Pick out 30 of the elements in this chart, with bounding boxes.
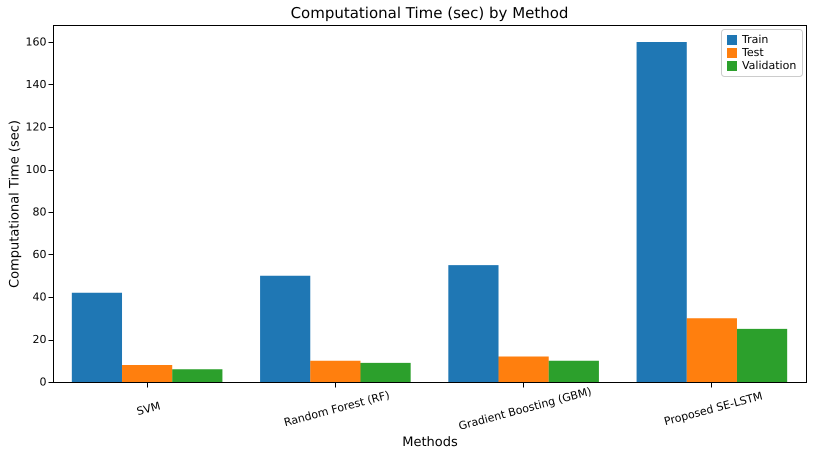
x-tick-label: Gradient Boosting (GBM) [457, 384, 593, 433]
y-tick-label: 60 [32, 248, 46, 261]
bar [636, 42, 687, 382]
bar [736, 328, 788, 382]
legend-label: Validation [742, 59, 796, 72]
x-tick-label: Random Forest (RF) [282, 388, 392, 430]
bar [310, 360, 360, 382]
y-tick-label: 160 [26, 36, 46, 48]
bar [122, 365, 172, 382]
y-tick-label: 80 [32, 206, 46, 218]
y-axis-title: Computational Time (sec) [8, 120, 23, 288]
x-tick-label: SVM [135, 399, 162, 418]
bar [260, 276, 310, 382]
legend-label: Train [741, 33, 768, 46]
chart-title: Computational Time (sec) by Method [290, 4, 568, 22]
bar [360, 362, 411, 382]
x-axis-title: Methods [402, 434, 458, 450]
bar [498, 356, 549, 382]
bar [172, 369, 222, 382]
y-tick-label: 100 [26, 163, 46, 176]
y-tick-label: 140 [26, 78, 46, 91]
bar [548, 360, 599, 382]
y-tick-label: 40 [32, 290, 46, 304]
y-tick-label: 0 [40, 376, 46, 388]
y-tick-label: 20 [32, 333, 46, 346]
bar [448, 265, 499, 382]
bar [686, 318, 737, 382]
y-tick-label: 120 [26, 120, 46, 134]
bar [72, 292, 122, 382]
legend-label: Test [741, 46, 764, 59]
